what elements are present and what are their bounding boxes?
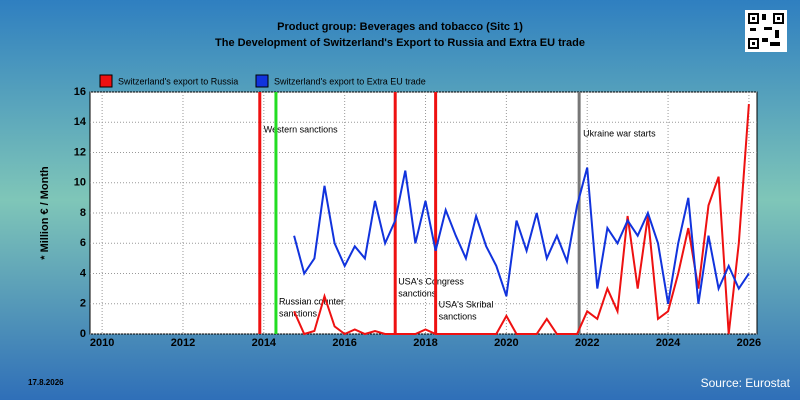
x-tick-label: 2026 bbox=[737, 337, 761, 349]
legend-label: Switzerland's export to Extra EU trade bbox=[274, 76, 426, 86]
chart-subtitle: The Development of Switzerland's Export … bbox=[215, 37, 585, 49]
series-line bbox=[293, 104, 750, 336]
event-label: USA's Skribal bbox=[439, 299, 494, 309]
x-tick-label: 2020 bbox=[494, 337, 518, 349]
chart-title: Product group: Beverages and tobacco (Si… bbox=[277, 21, 523, 33]
series-line bbox=[293, 167, 750, 304]
y-tick-label: 10 bbox=[74, 177, 86, 189]
y-tick-label: 0 bbox=[80, 328, 86, 340]
legend-label: Switzerland's export to Russia bbox=[118, 76, 238, 86]
x-tick-label: 2018 bbox=[413, 337, 437, 349]
y-tick-label: 16 bbox=[74, 86, 86, 98]
x-tick-label: 2024 bbox=[656, 337, 681, 349]
y-tick-label: 14 bbox=[74, 116, 87, 128]
date: 17.8.2026 bbox=[28, 378, 64, 387]
x-tick-label: 2016 bbox=[332, 337, 356, 349]
x-tick-label: 2014 bbox=[252, 337, 277, 349]
legend-swatch bbox=[255, 74, 269, 88]
legend-swatch bbox=[99, 74, 113, 88]
event-label: Russian counter bbox=[279, 296, 344, 306]
y-tick-label: 12 bbox=[74, 146, 86, 158]
y-tick-label: 2 bbox=[80, 298, 86, 310]
event-label: Western sanctions bbox=[264, 124, 338, 134]
qr-code bbox=[745, 10, 787, 52]
x-tick-label: 2012 bbox=[171, 337, 195, 349]
y-tick-label: 8 bbox=[80, 207, 86, 219]
y-tick-label: 4 bbox=[80, 267, 87, 279]
y-axis-label: * Million € / Month bbox=[39, 166, 51, 260]
event-label: Ukraine war starts bbox=[583, 128, 656, 138]
x-tick-label: 2022 bbox=[575, 337, 599, 349]
x-tick-label: 2010 bbox=[90, 337, 114, 349]
event-label: USA's Congress bbox=[398, 276, 464, 286]
event-label: sanctions bbox=[398, 288, 437, 298]
event-label: sanctions bbox=[439, 311, 478, 321]
source: Source: Eurostat bbox=[701, 376, 791, 390]
y-tick-label: 6 bbox=[80, 237, 86, 249]
event-label: sanctions bbox=[279, 308, 318, 318]
